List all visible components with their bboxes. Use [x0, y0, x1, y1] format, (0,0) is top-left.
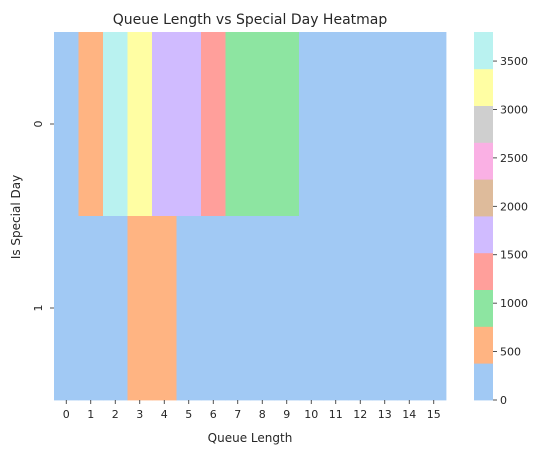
colorbar-segment — [474, 179, 493, 217]
x-tick-label: 0 — [63, 408, 70, 421]
colorbar-segment — [474, 32, 493, 70]
y-tick-label: 1 — [32, 305, 45, 312]
x-tick-label: 4 — [161, 408, 168, 421]
chart-title: Queue Length vs Special Day Heatmap — [113, 12, 388, 28]
x-tick-label: 15 — [427, 408, 441, 421]
heatmap-cell — [201, 216, 226, 401]
colorbar-tick-label: 0 — [500, 394, 507, 407]
heatmap-cell — [348, 216, 373, 401]
x-tick-label: 9 — [283, 408, 290, 421]
heatmap-cell — [78, 32, 104, 217]
x-axis-label: Queue Length — [208, 431, 293, 445]
heatmap-cell — [397, 32, 422, 217]
x-tick-label: 14 — [402, 408, 416, 421]
x-tick-label: 7 — [234, 408, 241, 421]
x-tick-label: 6 — [210, 408, 217, 421]
heatmap-cell — [348, 32, 373, 217]
heatmap-cell — [225, 32, 251, 217]
heatmap-cell — [299, 216, 324, 401]
colorbar-segment — [474, 252, 493, 290]
heatmap-cell — [323, 32, 349, 217]
x-tick-label: 11 — [329, 408, 343, 421]
colorbar-segment — [474, 363, 493, 401]
x-tick-label: 2 — [112, 408, 119, 421]
x-tick-label: 3 — [136, 408, 143, 421]
heatmap-cell — [103, 32, 128, 217]
y-tick-label: 0 — [32, 121, 45, 128]
heatmap-cell — [152, 32, 177, 217]
heatmap-cell — [103, 216, 128, 401]
heatmap-cell — [323, 216, 349, 401]
heatmap-cell — [127, 32, 153, 217]
x-tick-label: 10 — [304, 408, 318, 421]
heatmap-cell — [176, 32, 202, 217]
heatmap-cell — [54, 216, 79, 401]
y-axis-label: Is Special Day — [9, 175, 23, 259]
x-tick-label: 1 — [87, 408, 94, 421]
heatmap-cell — [225, 216, 251, 401]
y-axis-ticks: 01 — [32, 121, 54, 312]
x-tick-label: 8 — [259, 408, 266, 421]
heatmap-cell — [372, 32, 398, 217]
heatmap-cell — [152, 216, 177, 401]
colorbar-tick-label: 2500 — [500, 152, 528, 165]
x-tick-label: 13 — [378, 408, 392, 421]
heatmap-cell — [127, 216, 153, 401]
heatmap-cell — [397, 216, 422, 401]
colorbar-segment — [474, 105, 493, 143]
heatmap-cell — [274, 32, 300, 217]
colorbar-tick-label: 3000 — [500, 103, 528, 116]
heatmap-cell — [299, 32, 324, 217]
heatmap-cell — [421, 216, 447, 401]
colorbar-segment — [474, 326, 493, 364]
colorbar-ticks: 0 500 1000 1500 2000 2500 3000 3500 — [493, 55, 528, 407]
x-axis-ticks: 0 1 2 3 4 5 6 7 8 9 10 11 12 13 14 15 — [63, 400, 441, 421]
heatmap-cell — [250, 32, 275, 217]
heatmap-cells — [54, 32, 447, 401]
colorbar — [474, 32, 493, 401]
x-tick-label: 12 — [353, 408, 367, 421]
x-tick-label: 5 — [185, 408, 192, 421]
heatmap-cell — [250, 216, 275, 401]
colorbar-tick-label: 500 — [500, 346, 521, 359]
colorbar-tick-label: 2000 — [500, 200, 528, 213]
heatmap-cell — [78, 216, 104, 401]
colorbar-tick-label: 3500 — [500, 55, 528, 68]
heatmap-cell — [54, 32, 79, 217]
colorbar-tick-label: 1500 — [500, 249, 528, 262]
colorbar-segment — [474, 142, 493, 180]
colorbar-tick-label: 1000 — [500, 297, 528, 310]
colorbar-segment — [474, 216, 493, 254]
heatmap-cell — [201, 32, 226, 217]
heatmap-cell — [372, 216, 398, 401]
colorbar-segment — [474, 289, 493, 327]
heatmap-cell — [421, 32, 447, 217]
heatmap-cell — [176, 216, 202, 401]
heatmap-cell — [274, 216, 300, 401]
colorbar-segment — [474, 68, 493, 106]
